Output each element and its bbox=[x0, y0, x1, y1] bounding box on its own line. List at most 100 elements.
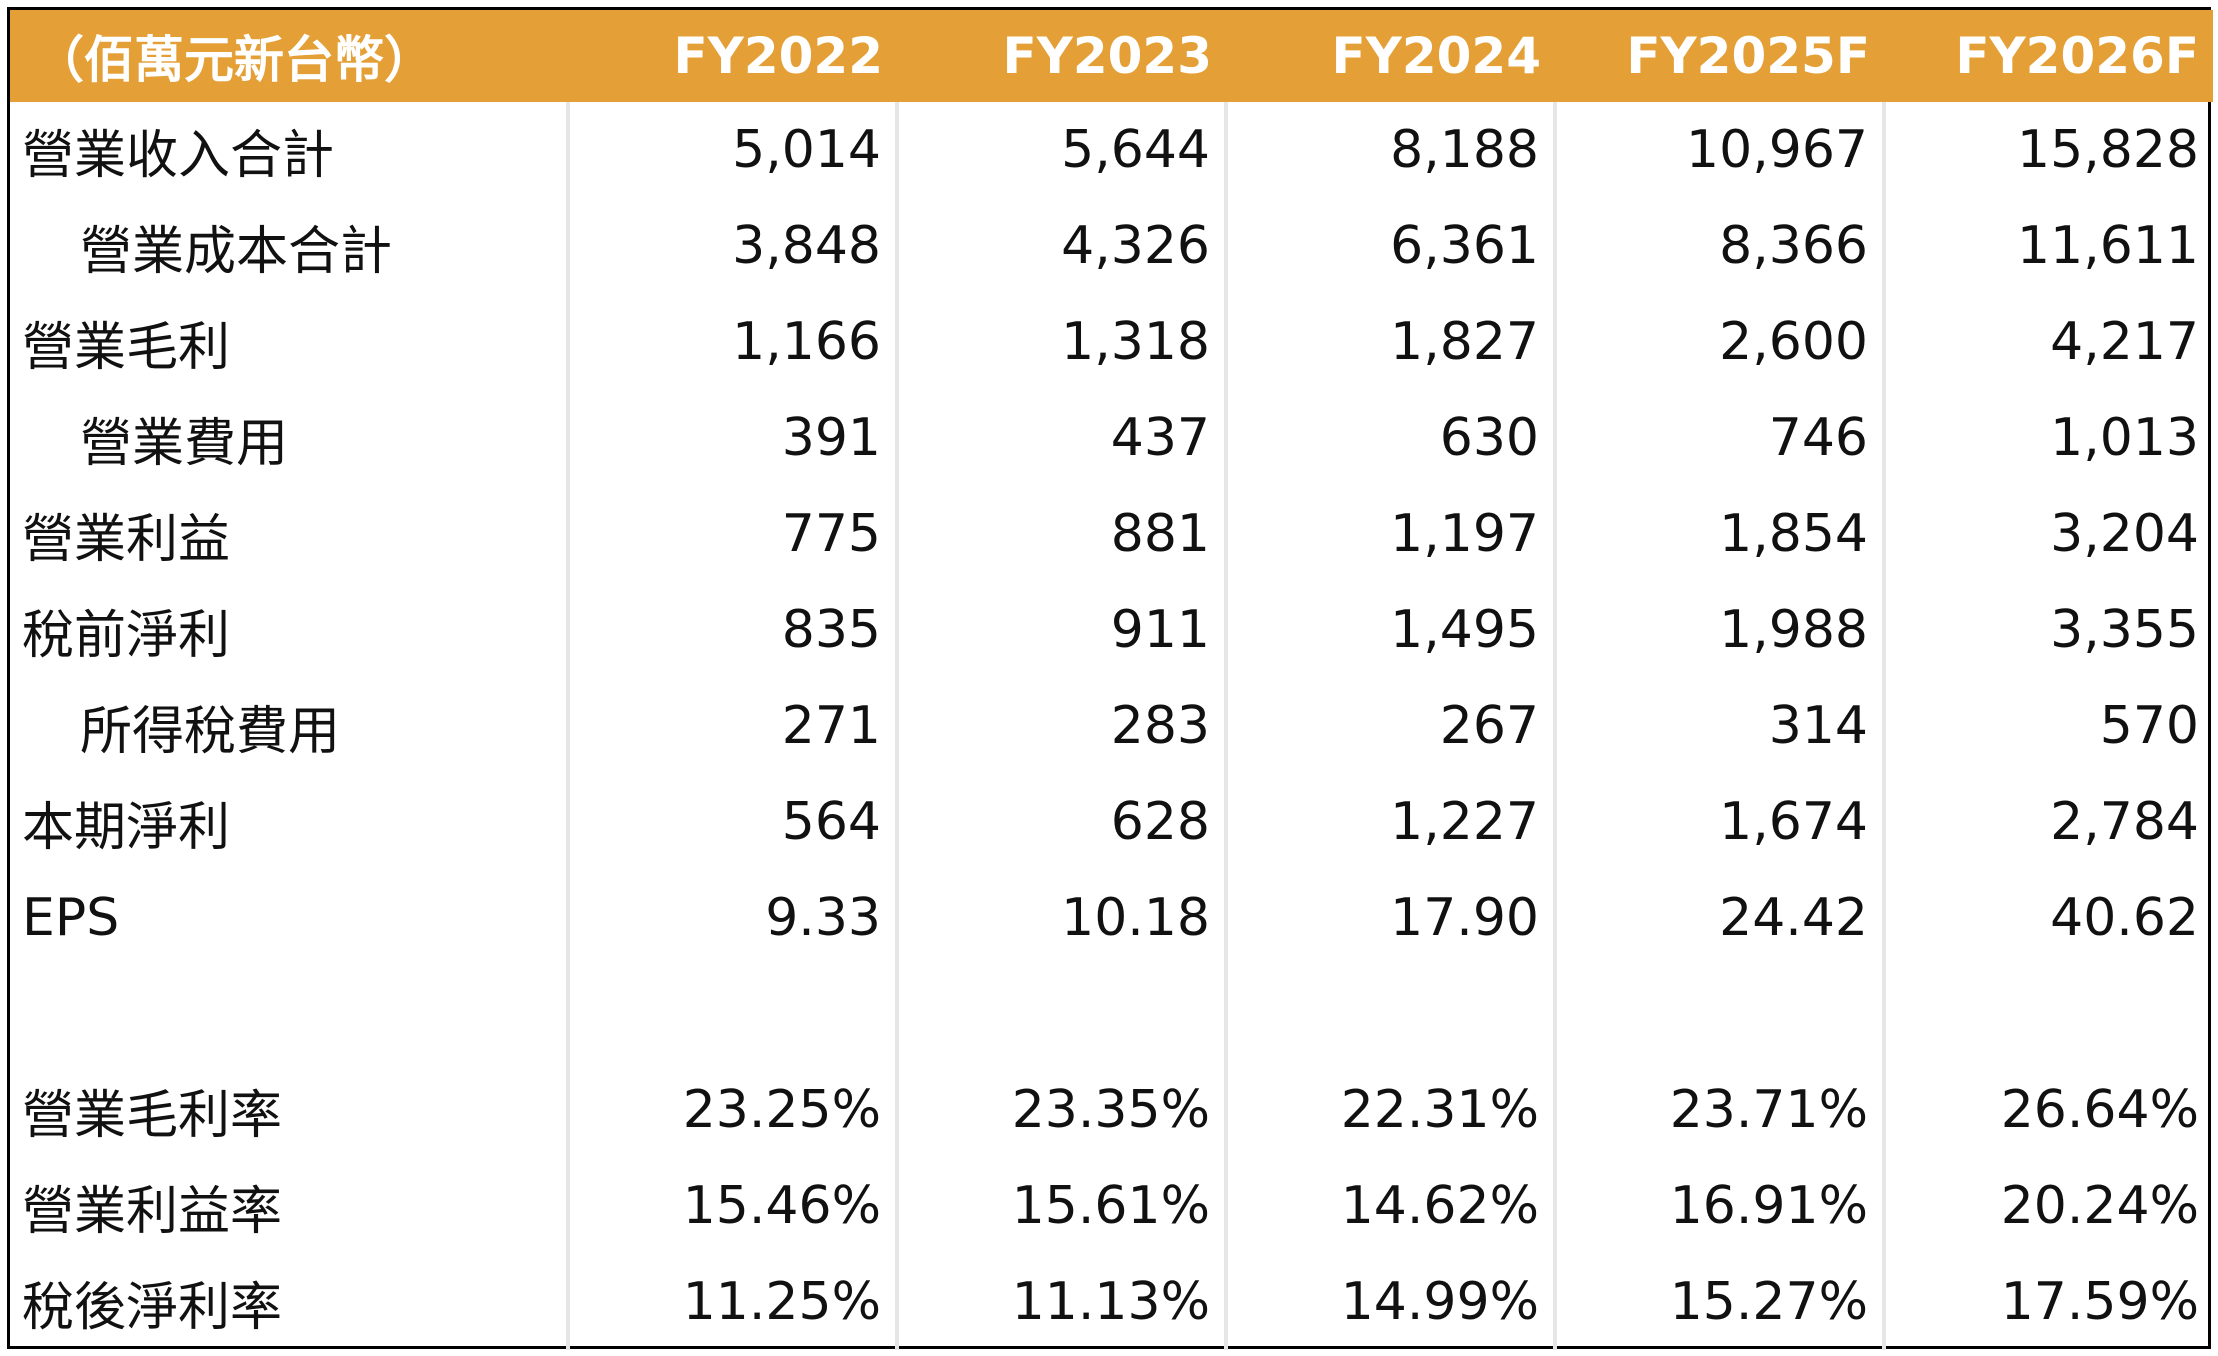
row-value-cell: 3,355 bbox=[1882, 582, 2213, 678]
row-value-cell: 3,848 bbox=[566, 198, 897, 294]
row-value-cell: 10.18 bbox=[895, 870, 1226, 966]
row-value-cell: 437 bbox=[895, 390, 1226, 486]
table-row: 營業成本合計 3,848 4,326 6,361 8,366 11,611 bbox=[10, 198, 2213, 294]
table-row: 稅後淨利率 11.25% 11.13% 14.99% 15.27% 17.59% bbox=[10, 1254, 2213, 1350]
row-value-cell: 15,828 bbox=[1882, 102, 2213, 198]
row-value-cell: 570 bbox=[1882, 678, 2213, 774]
row-value-cell: 22.31% bbox=[1224, 1062, 1555, 1158]
row-value-cell: 4,326 bbox=[895, 198, 1226, 294]
row-value-cell: 24.42 bbox=[1553, 870, 1884, 966]
row-value-cell: 1,197 bbox=[1224, 486, 1555, 582]
table-row: 本期淨利 564 628 1,227 1,674 2,784 bbox=[10, 774, 2213, 870]
row-value-cell: 15.61% bbox=[895, 1158, 1226, 1254]
table-header: （佰萬元新台幣） FY2022 FY2023 FY2024 FY2025F FY… bbox=[10, 10, 2213, 102]
row-value-cell: 11,611 bbox=[1882, 198, 2213, 294]
row-value-cell: 15.46% bbox=[566, 1158, 897, 1254]
table-row: 稅前淨利 835 911 1,495 1,988 3,355 bbox=[10, 582, 2213, 678]
row-value-cell: 1,227 bbox=[1224, 774, 1555, 870]
row-value-cell: 20.24% bbox=[1882, 1158, 2213, 1254]
row-value-cell: 283 bbox=[895, 678, 1226, 774]
table-row: 營業利益率 15.46% 15.61% 14.62% 16.91% 20.24% bbox=[10, 1158, 2213, 1254]
row-value-cell: 16.91% bbox=[1553, 1158, 1884, 1254]
header-fy2022: FY2022 bbox=[568, 10, 897, 102]
row-value-cell: 1,854 bbox=[1553, 486, 1884, 582]
row-label: 營業毛利率 bbox=[22, 1085, 283, 1146]
row-value-cell: 881 bbox=[895, 486, 1226, 582]
table-row: 營業毛利 1,166 1,318 1,827 2,600 4,217 bbox=[10, 294, 2213, 390]
header-fy2024: FY2024 bbox=[1226, 10, 1555, 102]
row-value-cell: 1,495 bbox=[1224, 582, 1555, 678]
header-fy2025f: FY2025F bbox=[1555, 10, 1884, 102]
row-label: EPS bbox=[22, 888, 120, 948]
row-value-cell: 2,600 bbox=[1553, 294, 1884, 390]
header-fy2026f: FY2026F bbox=[1884, 10, 2213, 102]
row-value-cell: 17.59% bbox=[1882, 1254, 2213, 1350]
row-value-cell: 1,318 bbox=[895, 294, 1226, 390]
row-value-cell: 746 bbox=[1553, 390, 1884, 486]
row-value-cell: 1,827 bbox=[1224, 294, 1555, 390]
row-value-cell bbox=[1224, 966, 1555, 1062]
row-value-cell: 14.62% bbox=[1224, 1158, 1555, 1254]
row-value-cell: 1,988 bbox=[1553, 582, 1884, 678]
row-value-cell: 8,366 bbox=[1553, 198, 1884, 294]
row-value-cell: 314 bbox=[1553, 678, 1884, 774]
row-value-cell: 2,784 bbox=[1882, 774, 2213, 870]
table-row: 營業費用 391 437 630 746 1,013 bbox=[10, 390, 2213, 486]
spacer-row bbox=[10, 966, 2213, 1062]
table-row: 營業利益 775 881 1,197 1,854 3,204 bbox=[10, 486, 2213, 582]
row-value-cell: 23.35% bbox=[895, 1062, 1226, 1158]
row-value-cell bbox=[1553, 966, 1884, 1062]
row-value-cell: 628 bbox=[895, 774, 1226, 870]
row-value-cell: 17.90 bbox=[1224, 870, 1555, 966]
row-value-cell: 1,166 bbox=[566, 294, 897, 390]
row-value-cell: 6,361 bbox=[1224, 198, 1555, 294]
row-value-cell: 564 bbox=[566, 774, 897, 870]
header-row: （佰萬元新台幣） FY2022 FY2023 FY2024 FY2025F FY… bbox=[10, 10, 2213, 102]
row-value-cell bbox=[566, 966, 897, 1062]
row-label: 本期淨利 bbox=[22, 797, 231, 858]
row-label: 稅前淨利 bbox=[22, 605, 231, 666]
row-label: 營業利益率 bbox=[22, 1181, 283, 1242]
row-value-cell: 40.62 bbox=[1882, 870, 2213, 966]
row-label: 營業費用 bbox=[80, 413, 289, 474]
row-label bbox=[10, 966, 568, 1062]
row-label: 營業成本合計 bbox=[80, 221, 393, 282]
financial-table: （佰萬元新台幣） FY2022 FY2023 FY2024 FY2025F FY… bbox=[10, 10, 2213, 1350]
row-value-cell: 911 bbox=[895, 582, 1226, 678]
row-value-cell: 9.33 bbox=[566, 870, 897, 966]
row-value-cell: 5,644 bbox=[895, 102, 1226, 198]
table-body: 營業收入合計 5,014 5,644 8,188 10,967 15,828 營業成本合計 3… bbox=[10, 102, 2213, 1350]
row-value-cell: 5,014 bbox=[566, 102, 897, 198]
financial-table-sheet: （佰萬元新台幣） FY2022 FY2023 FY2024 FY2025F FY… bbox=[7, 7, 2213, 1350]
row-value-cell: 11.13% bbox=[895, 1254, 1226, 1350]
row-value-cell: 630 bbox=[1224, 390, 1555, 486]
row-value-cell: 775 bbox=[566, 486, 897, 582]
row-value-cell: 1,013 bbox=[1882, 390, 2213, 486]
row-value-cell: 11.25% bbox=[566, 1254, 897, 1350]
row-value-cell: 14.99% bbox=[1224, 1254, 1555, 1350]
row-label: 稅後淨利率 bbox=[22, 1277, 283, 1338]
row-value-cell: 391 bbox=[566, 390, 897, 486]
table-row: 營業毛利率 23.25% 23.35% 22.31% 23.71% 26.64% bbox=[10, 1062, 2213, 1158]
row-value-cell: 1,674 bbox=[1553, 774, 1884, 870]
row-value-cell: 23.25% bbox=[566, 1062, 897, 1158]
row-value-cell: 3,204 bbox=[1882, 486, 2213, 582]
row-value-cell: 271 bbox=[566, 678, 897, 774]
header-unit-label: （佰萬元新台幣） bbox=[10, 10, 568, 102]
row-value-cell: 267 bbox=[1224, 678, 1555, 774]
row-value-cell bbox=[895, 966, 1226, 1062]
row-label: 營業利益 bbox=[22, 509, 231, 570]
row-value-cell: 15.27% bbox=[1553, 1254, 1884, 1350]
row-value-cell: 4,217 bbox=[1882, 294, 2213, 390]
table-row: EPS 9.33 10.18 17.90 24.42 40.62 bbox=[10, 870, 2213, 966]
row-value-cell: 26.64% bbox=[1882, 1062, 2213, 1158]
row-value-cell: 8,188 bbox=[1224, 102, 1555, 198]
row-value-cell: 835 bbox=[566, 582, 897, 678]
header-fy2023: FY2023 bbox=[897, 10, 1226, 102]
row-label: 營業毛利 bbox=[22, 317, 231, 378]
row-value-cell bbox=[1882, 966, 2213, 1062]
table-row: 營業收入合計 5,014 5,644 8,188 10,967 15,828 bbox=[10, 102, 2213, 198]
row-label: 所得稅費用 bbox=[80, 701, 341, 762]
row-value-cell: 23.71% bbox=[1553, 1062, 1884, 1158]
row-value-cell: 10,967 bbox=[1553, 102, 1884, 198]
